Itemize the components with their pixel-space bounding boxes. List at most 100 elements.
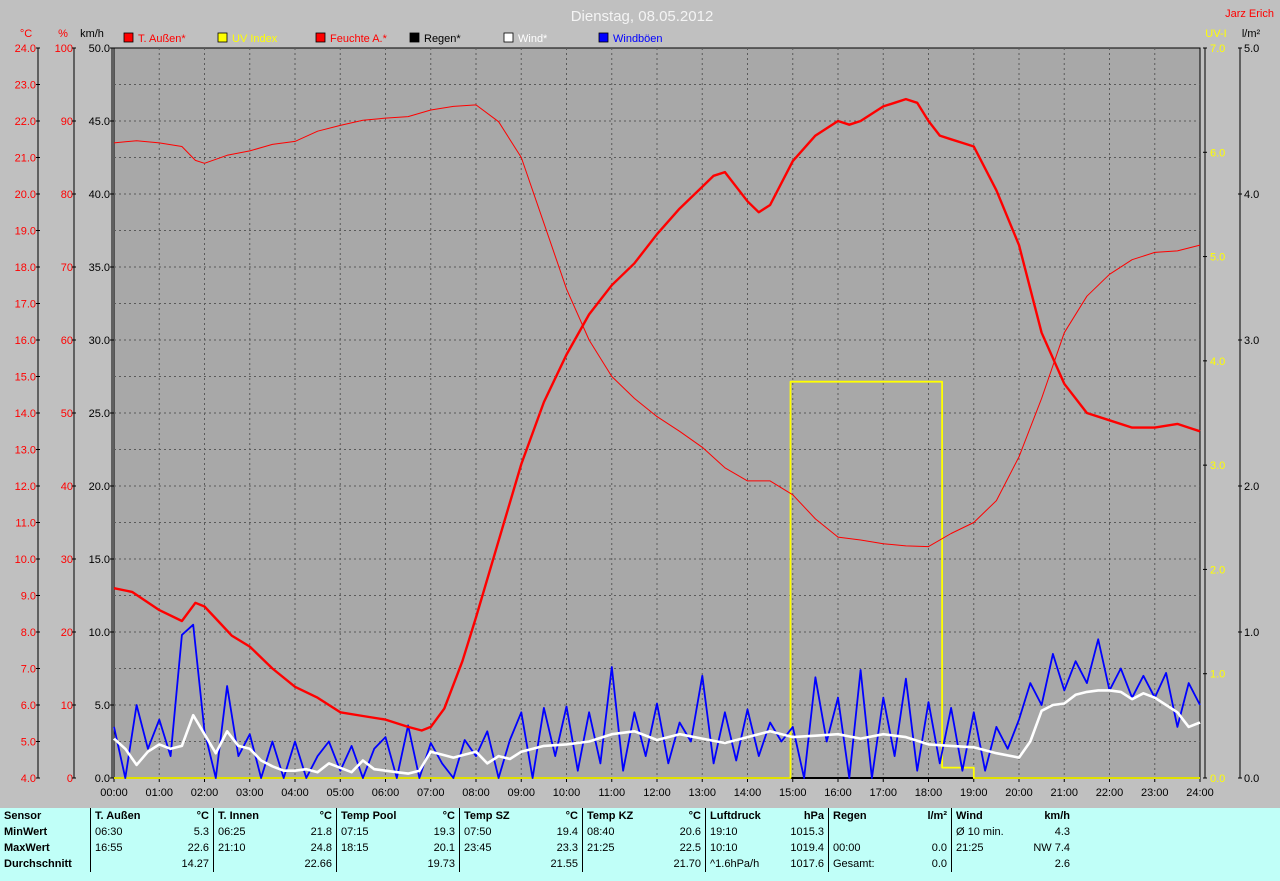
temp-tick-label: 16.0 xyxy=(15,335,36,347)
series-line-feuchte-a xyxy=(113,104,1201,548)
time-tick-label: 24:00 xyxy=(1186,787,1214,799)
uv-tick-label: 6.0 xyxy=(1210,147,1225,159)
max-time: 18:15 xyxy=(336,840,411,856)
temp-tick-label: 5.0 xyxy=(21,737,36,749)
stats-row-sensor: Sensor T. Außen °C T. Innen °C Temp Pool °C… xyxy=(0,808,1074,824)
temp-tick-label: 4.0 xyxy=(21,773,36,785)
temp-tick-label: 22.0 xyxy=(15,116,36,128)
temp-tick-label: 9.0 xyxy=(21,591,36,603)
temp-tick-label: 13.0 xyxy=(15,445,36,457)
block-unit: hPa xyxy=(803,810,824,822)
avg-label xyxy=(459,856,534,872)
stats-panel: Sensor T. Außen °C T. Innen °C Temp Pool °C… xyxy=(0,808,1280,881)
block-unit: l/m² xyxy=(927,810,947,822)
avg-label xyxy=(951,856,1026,872)
wind-tick-label: 45.0 xyxy=(89,116,110,128)
humidity-axis-unit: % xyxy=(58,28,68,40)
min-value: 5.3 xyxy=(193,826,209,838)
min-value: 19.4 xyxy=(556,826,578,838)
avg-value: 21.55 xyxy=(550,858,578,870)
humidity-tick-label: 0 xyxy=(67,773,73,785)
avg-value: 1017.6 xyxy=(790,858,824,870)
time-tick-label: 05:00 xyxy=(326,787,354,799)
legend-label: T. Außen* xyxy=(138,33,186,45)
min-time: 07:50 xyxy=(459,824,534,840)
avg-label: Gesamt: xyxy=(828,856,903,872)
rain-tick-label: 3.0 xyxy=(1244,335,1259,347)
block-name: Luftdruck xyxy=(705,808,780,824)
temp-tick-label: 19.0 xyxy=(15,226,36,238)
wind-tick-label: 5.0 xyxy=(95,700,110,712)
time-tick-label: 08:00 xyxy=(462,787,490,799)
min-value: 21.8 xyxy=(310,826,332,838)
max-time: 21:25 xyxy=(951,840,1026,856)
min-time: 06:30 xyxy=(90,824,165,840)
min-value: 4.3 xyxy=(1054,826,1070,838)
temp-tick-label: 7.0 xyxy=(21,664,36,676)
uv-tick-label: 5.0 xyxy=(1210,252,1225,264)
avg-label xyxy=(90,856,165,872)
time-tick-label: 16:00 xyxy=(824,787,852,799)
humidity-tick-label: 60 xyxy=(61,335,73,347)
uv-tick-label: 3.0 xyxy=(1210,460,1225,472)
temp-tick-label: 20.0 xyxy=(15,189,36,201)
min-time: Ø 10 min. xyxy=(951,824,1026,840)
time-tick-label: 09:00 xyxy=(507,787,535,799)
avg-value: 0.0 xyxy=(931,858,947,870)
legend-swatch xyxy=(409,32,420,43)
min-value xyxy=(903,824,952,840)
block-name: Temp SZ xyxy=(459,808,534,824)
wind-tick-label: 50.0 xyxy=(89,43,110,55)
temp-tick-label: 17.0 xyxy=(15,299,36,311)
temp-tick-label: 24.0 xyxy=(15,43,36,55)
avg-value: 19.73 xyxy=(427,858,455,870)
wind-axis-unit: km/h xyxy=(80,28,104,40)
legend-swatch xyxy=(123,32,134,43)
temp-tick-label: 23.0 xyxy=(15,80,36,92)
time-tick-label: 00:00 xyxy=(100,787,128,799)
max-value: 20.1 xyxy=(433,842,455,854)
min-time: 06:25 xyxy=(213,824,288,840)
time-tick-label: 12:00 xyxy=(643,787,671,799)
legend-swatch xyxy=(503,32,514,43)
row-label-min: MinWert xyxy=(4,826,48,838)
max-value: 22.6 xyxy=(187,842,209,854)
max-value: 22.5 xyxy=(679,842,701,854)
stats-row-min: MinWert 06:30 5.3 06:25 21.8 07:15 19.3 07:… xyxy=(0,824,1074,840)
row-label-max: MaxWert xyxy=(4,842,50,854)
time-tick-label: 20:00 xyxy=(1005,787,1033,799)
max-time: 21:10 xyxy=(213,840,288,856)
max-value: NW 7.4 xyxy=(1033,842,1070,854)
max-time: 10:10 xyxy=(705,840,780,856)
humidity-tick-label: 80 xyxy=(61,189,73,201)
humidity-tick-label: 20 xyxy=(61,627,73,639)
block-unit: °C xyxy=(196,810,209,822)
weather-chart: 4.0 5.0 6.0 7.0 8.0 9.0 10.0 11.0 12.0 13.0 14.0 15… xyxy=(15,8,1274,799)
block-unit: °C xyxy=(688,810,701,822)
min-time: 07:15 xyxy=(336,824,411,840)
uv-tick-label: 2.0 xyxy=(1210,564,1225,576)
min-value: 19.3 xyxy=(433,826,455,838)
block-name: T. Außen xyxy=(90,808,165,824)
time-tick-label: 06:00 xyxy=(372,787,400,799)
legend-label: Regen* xyxy=(424,33,461,45)
stats-row-avg: Durchschnitt 14.27 22.66 19.73 21.55 21.… xyxy=(0,856,1074,872)
time-tick-label: 01:00 xyxy=(145,787,173,799)
time-tick-label: 03:00 xyxy=(236,787,264,799)
legend-swatch xyxy=(217,32,228,43)
wind-tick-label: 35.0 xyxy=(89,262,110,274)
stats-row-max: MaxWert 16:55 22.6 21:10 24.8 18:15 20.1 23… xyxy=(0,840,1074,856)
temp-tick-label: 14.0 xyxy=(15,408,36,420)
wind-tick-label: 20.0 xyxy=(89,481,110,493)
temp-tick-label: 18.0 xyxy=(15,262,36,274)
avg-label xyxy=(213,856,288,872)
series-line-t-au-en xyxy=(113,97,1201,732)
row-label-sensor: Sensor xyxy=(4,810,42,822)
max-value: 0.0 xyxy=(931,842,947,854)
legend-label: UV Index xyxy=(232,33,278,45)
time-tick-label: 21:00 xyxy=(1050,787,1078,799)
time-tick-label: 02:00 xyxy=(191,787,219,799)
avg-label: ^1.6hPa/h xyxy=(705,856,780,872)
time-tick-label: 07:00 xyxy=(417,787,445,799)
wind-tick-label: 0.0 xyxy=(95,773,110,785)
